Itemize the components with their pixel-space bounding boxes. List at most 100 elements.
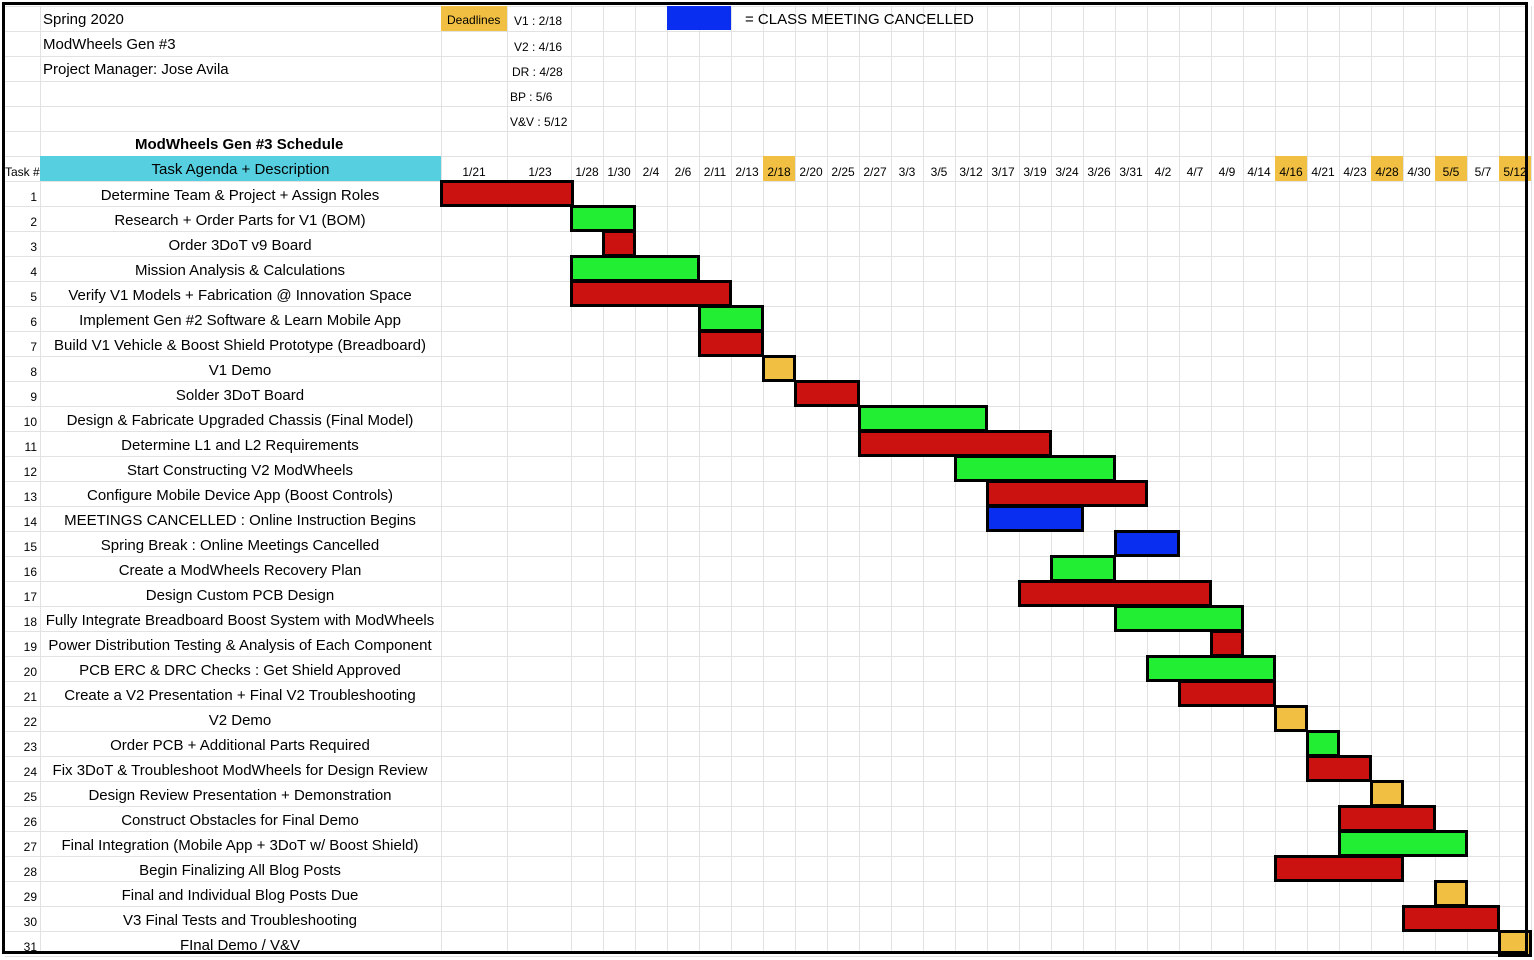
- task-number: 1: [30, 190, 37, 204]
- task-bar-13: [986, 480, 1148, 507]
- grid-hline: [5, 931, 1527, 932]
- task-number: 26: [23, 815, 37, 829]
- task-name: Verify V1 Models + Fabrication @ Innovat…: [68, 287, 412, 304]
- grid-hline: [5, 806, 1527, 807]
- grid-hline: [5, 131, 1527, 132]
- task-name: Create a V2 Presentation + Final V2 Trou…: [64, 687, 416, 704]
- task-name: Final Integration (Mobile App + 3DoT w/ …: [61, 837, 419, 854]
- task-number: 28: [23, 865, 37, 879]
- date-header: 4/30: [1407, 165, 1431, 179]
- grid-vline: [1403, 6, 1404, 954]
- date-header: 5/5: [1442, 165, 1460, 179]
- grid-vline: [1243, 6, 1244, 954]
- grid-hline: [5, 281, 1527, 282]
- task-number: 29: [23, 890, 37, 904]
- task-name: Order PCB + Additional Parts Required: [110, 737, 370, 754]
- grid-vline: [891, 6, 892, 954]
- date-header: 1/30: [607, 165, 631, 179]
- date-header: 4/2: [1154, 165, 1172, 179]
- task-number: 8: [30, 365, 37, 379]
- task-bar-3: [602, 230, 636, 257]
- grid-hline: [5, 681, 1527, 682]
- task-bar-16: [1050, 555, 1116, 582]
- grid-hline: [5, 181, 1527, 182]
- task-number: 21: [23, 690, 37, 704]
- task-number: 6: [30, 315, 37, 329]
- task-bar-19: [1210, 630, 1244, 657]
- task-number: 13: [23, 490, 37, 504]
- grid-vline: [1179, 6, 1180, 954]
- task-name: Begin Finalizing All Blog Posts: [139, 862, 341, 879]
- task-number: 3: [30, 240, 37, 254]
- grid-hline: [5, 656, 1527, 657]
- grid-hline: [5, 31, 1527, 32]
- manager-label: Project Manager: Jose Avila: [43, 61, 229, 78]
- task-description-header: Task Agenda + Description: [40, 156, 441, 181]
- grid-hline: [5, 631, 1527, 632]
- task-bar-1: [440, 180, 574, 207]
- date-header: 3/24: [1055, 165, 1079, 179]
- grid-vline: [1435, 6, 1436, 954]
- task-name: Construct Obstacles for Final Demo: [121, 812, 359, 829]
- task-name: Create a ModWheels Recovery Plan: [118, 562, 362, 579]
- task-name: V1 Demo: [208, 362, 272, 379]
- task-name: FInal Demo / V&V: [179, 937, 301, 954]
- grid-hline: [5, 256, 1527, 257]
- grid-hline: [5, 956, 1527, 957]
- deadlines-header: Deadlines: [441, 6, 507, 31]
- task-name: V3 Final Tests and Troubleshooting: [122, 912, 358, 929]
- task-number: 17: [23, 590, 37, 604]
- grid-hline: [5, 581, 1527, 582]
- grid-hline: [5, 731, 1527, 732]
- grid-hline: [5, 531, 1527, 532]
- task-name: V2 Demo: [208, 712, 272, 729]
- date-header: 3/26: [1087, 165, 1111, 179]
- date-header: 4/28: [1375, 165, 1399, 179]
- grid-vline: [1531, 6, 1532, 954]
- grid-vline: [1275, 6, 1276, 954]
- task-name: Spring Break : Online Meetings Cancelled: [100, 537, 380, 554]
- deadline-date-highlight: [1435, 156, 1467, 181]
- task-number: 7: [30, 340, 37, 354]
- task-name: Build V1 Vehicle & Boost Shield Prototyp…: [54, 337, 426, 354]
- date-header: 3/31: [1119, 165, 1143, 179]
- task-name: Design Review Presentation + Demonstrati…: [88, 787, 392, 804]
- legend-swatch-blue: [667, 6, 731, 30]
- task-bar-10: [858, 405, 988, 432]
- date-header: 4/7: [1186, 165, 1204, 179]
- grid-hline: [5, 56, 1527, 57]
- project-label: ModWheels Gen #3: [43, 36, 176, 53]
- grid-hline: [5, 456, 1527, 457]
- task-description-header-label: Task Agenda + Description: [151, 161, 330, 178]
- deadline-bp: BP : 5/6: [510, 90, 553, 104]
- task-bar-20: [1146, 655, 1276, 682]
- task-name: Fix 3DoT & Troubleshoot ModWheels for De…: [52, 762, 428, 779]
- task-bar-11: [858, 430, 1052, 457]
- task-name: Design & Fabricate Upgraded Chassis (Fin…: [66, 412, 414, 429]
- task-number: 20: [23, 665, 37, 679]
- grid-hline: [5, 6, 1527, 7]
- task-name: Power Distribution Testing & Analysis of…: [48, 637, 432, 654]
- grid-vline: [40, 6, 41, 954]
- date-header: 3/3: [898, 165, 916, 179]
- grid-hline: [5, 481, 1527, 482]
- task-bar-23: [1306, 730, 1340, 757]
- date-header: 1/23: [528, 165, 552, 179]
- task-number: 30: [23, 915, 37, 929]
- grid-hline: [5, 606, 1527, 607]
- task-bar-24: [1306, 755, 1372, 782]
- task-name: Start Constructing V2 ModWheels: [127, 462, 353, 479]
- deadline-vv: V&V : 5/12: [510, 115, 568, 129]
- task-name: Determine L1 and L2 Requirements: [121, 437, 359, 454]
- grid-vline: [1339, 6, 1340, 954]
- deadline-v1: V1 : 2/18: [514, 14, 563, 28]
- grid-hline: [5, 781, 1527, 782]
- date-header: 4/16: [1279, 165, 1303, 179]
- date-header: 2/13: [735, 165, 759, 179]
- grid-vline: [731, 6, 732, 954]
- task-number: 10: [23, 415, 37, 429]
- date-header: 2/4: [642, 165, 660, 179]
- task-number: 12: [23, 465, 37, 479]
- task-bar-31: [1498, 930, 1532, 957]
- grid-hline: [5, 706, 1527, 707]
